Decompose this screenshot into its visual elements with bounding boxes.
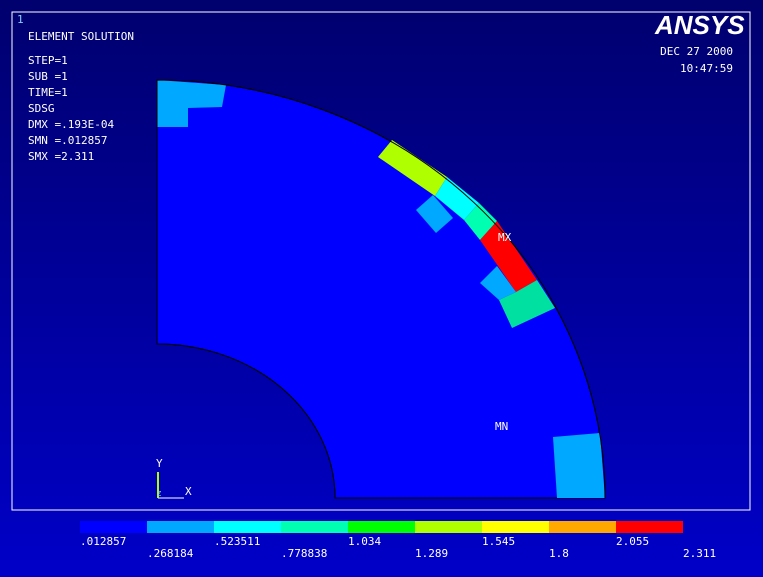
logo: ANSYS — [654, 10, 745, 40]
min-marker: MN — [495, 420, 508, 433]
legend-label: 1.034 — [348, 535, 381, 548]
element — [499, 280, 555, 328]
element — [157, 80, 226, 127]
legend-swatch — [214, 521, 281, 533]
info-line: TIME=1 — [28, 86, 68, 99]
info-line: SUB =1 — [28, 70, 68, 83]
legend-label: 2.055 — [616, 535, 649, 548]
legend-label: .012857 — [80, 535, 126, 548]
legend-label: 2.311 — [683, 547, 716, 560]
element — [480, 266, 516, 300]
element — [435, 177, 479, 220]
element — [553, 433, 605, 498]
model — [156, 79, 606, 499]
info-line: DMX =.193E-04 — [28, 118, 114, 131]
legend-swatch — [281, 521, 348, 533]
info-line: SMN =.012857 — [28, 134, 107, 147]
legend-swatch — [549, 521, 616, 533]
legend-swatch — [147, 521, 214, 533]
element — [464, 203, 497, 240]
time: 10:47:59 — [680, 62, 733, 75]
legend-swatch — [482, 521, 549, 533]
legend-swatch — [80, 521, 147, 533]
triad-y: Y — [156, 457, 163, 470]
legend-swatch — [415, 521, 482, 533]
plot-title: ELEMENT SOLUTION — [28, 30, 134, 43]
legend-label: .778838 — [281, 547, 327, 560]
date: DEC 27 2000 — [660, 45, 733, 58]
triad: Y X Z — [156, 457, 192, 499]
outline — [156, 79, 606, 499]
legend: .012857 .268184 .523511 .778838 1.034 1.289 1.… — [80, 521, 716, 560]
triad-x: X — [185, 485, 192, 498]
legend-swatch — [616, 521, 683, 533]
legend-label: .268184 — [147, 547, 194, 560]
info-block: STEP=1 SUB =1 TIME=1 SDSG DMX =.193E-04 SMN =… — [28, 54, 114, 163]
info-line: SDSG — [28, 102, 55, 115]
legend-label: 1.545 — [482, 535, 515, 548]
element — [480, 221, 537, 292]
element — [378, 140, 447, 196]
triad-z: Z — [157, 490, 161, 498]
info-line: STEP=1 — [28, 54, 68, 67]
viewport-border — [11, 11, 751, 511]
element — [416, 195, 453, 233]
legend-label: .523511 — [214, 535, 260, 548]
max-marker: MX — [498, 231, 512, 244]
legend-label: 1.8 — [549, 547, 569, 560]
window-number: 1 — [17, 13, 24, 26]
legend-swatch — [348, 521, 415, 533]
legend-label: 1.289 — [415, 547, 448, 560]
info-line: SMX =2.311 — [28, 150, 94, 163]
